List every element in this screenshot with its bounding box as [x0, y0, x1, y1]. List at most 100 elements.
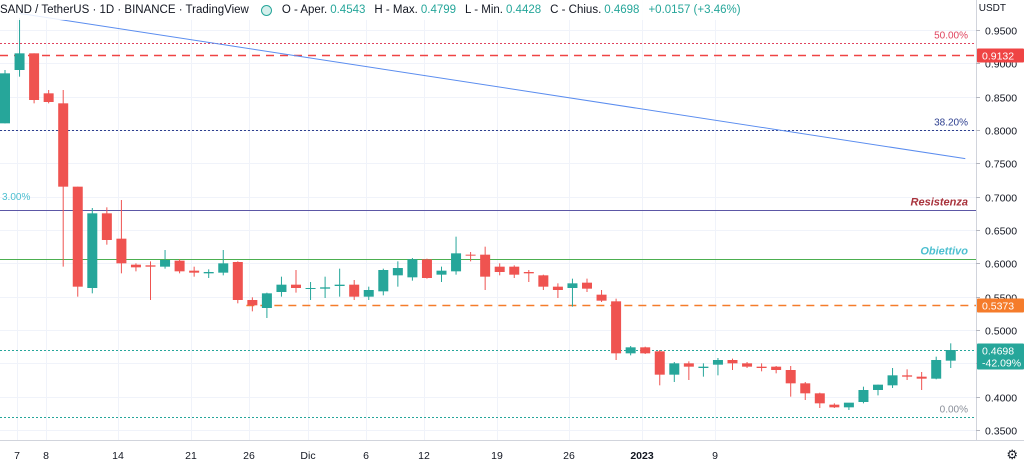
candle[interactable] — [203, 269, 214, 278]
candle[interactable] — [407, 258, 418, 281]
settings-gear-icon[interactable]: ⚙ — [1006, 447, 1018, 462]
candle-body — [931, 360, 942, 379]
candle[interactable] — [480, 246, 491, 290]
candle[interactable] — [727, 358, 738, 370]
candle[interactable] — [378, 268, 389, 296]
time-axis[interactable]: 7 8 14 21 26 Dic 6 12 19 26 2023 9 — [0, 440, 1024, 463]
candle[interactable] — [654, 350, 665, 386]
candle-body — [101, 213, 112, 240]
candle[interactable] — [887, 368, 898, 388]
candle[interactable] — [392, 261, 403, 287]
candle[interactable] — [58, 90, 69, 267]
candle[interactable] — [669, 362, 680, 382]
candle[interactable] — [247, 297, 258, 312]
price-badge — [977, 298, 1024, 313]
candle[interactable] — [931, 356, 942, 380]
candle[interactable] — [189, 266, 200, 277]
candle[interactable] — [465, 252, 476, 262]
close-value: 0.4698 — [604, 4, 640, 16]
candle-body — [0, 73, 10, 124]
candle[interactable] — [494, 263, 505, 276]
candle-body — [640, 347, 651, 354]
candle-body — [87, 213, 98, 288]
candle-body — [902, 375, 913, 377]
price-tick-label: 0.9500 — [985, 26, 1017, 38]
candle[interactable] — [174, 259, 185, 274]
candle[interactable] — [873, 384, 883, 396]
fib-left-label: 3.00% — [2, 192, 30, 203]
candle[interactable] — [785, 366, 796, 397]
candle-body — [189, 270, 200, 273]
candle[interactable] — [72, 186, 83, 297]
time-tick-label: 7 — [14, 450, 20, 462]
price-axis[interactable]: 0.95000.90000.85000.80000.75000.70000.65… — [976, 0, 1017, 440]
candle-body — [611, 301, 622, 354]
candle[interactable] — [916, 372, 927, 390]
candle-body — [392, 268, 403, 276]
open-value: 0.4543 — [330, 4, 366, 16]
price-tick-label: 0.3500 — [985, 426, 1017, 438]
high-value: 0.4799 — [420, 4, 457, 16]
candle[interactable] — [712, 358, 723, 376]
candle[interactable] — [436, 266, 447, 282]
candle[interactable] — [145, 261, 156, 300]
candle[interactable] — [902, 369, 913, 380]
candle[interactable] — [218, 250, 229, 276]
price-badge — [977, 343, 1024, 370]
candle[interactable] — [538, 274, 549, 290]
candle[interactable] — [87, 208, 98, 294]
candle[interactable] — [509, 265, 520, 278]
candle[interactable] — [829, 403, 840, 408]
candle[interactable] — [523, 270, 534, 282]
candle[interactable] — [43, 90, 54, 104]
candle[interactable] — [742, 362, 753, 368]
candle[interactable] — [363, 286, 374, 300]
symbol-title[interactable]: SAND / TetherUS · 1D · BINANCE · Trading… — [0, 4, 249, 16]
candle[interactable] — [552, 283, 563, 298]
candle[interactable] — [771, 366, 782, 374]
trendline[interactable] — [19, 12, 966, 160]
candle-body — [887, 375, 898, 386]
candle[interactable] — [276, 276, 287, 297]
candle[interactable] — [232, 261, 243, 304]
candle[interactable] — [261, 292, 272, 318]
candle[interactable] — [814, 392, 825, 408]
candle[interactable] — [14, 18, 25, 77]
candle[interactable] — [451, 236, 462, 275]
candle[interactable] — [334, 268, 345, 297]
candle[interactable] — [320, 276, 331, 298]
candle[interactable] — [800, 382, 811, 400]
candle[interactable] — [611, 298, 622, 360]
trendline-segment[interactable] — [19, 12, 966, 160]
change-value: +0.0157 (+3.46%) — [648, 4, 741, 16]
candle[interactable] — [640, 346, 651, 354]
candles[interactable] — [0, 18, 956, 410]
low-value: 0.4428 — [505, 4, 542, 16]
candle[interactable] — [349, 280, 360, 300]
candle[interactable] — [683, 361, 694, 380]
candle[interactable] — [116, 200, 127, 274]
candle[interactable] — [101, 207, 112, 245]
candle[interactable] — [421, 258, 432, 279]
candle[interactable] — [567, 278, 578, 307]
candle[interactable] — [858, 386, 869, 404]
candle[interactable] — [843, 402, 854, 410]
candle[interactable] — [945, 343, 956, 368]
candle[interactable] — [625, 346, 636, 356]
candle[interactable] — [160, 250, 171, 269]
candle[interactable] — [130, 263, 141, 272]
candle[interactable] — [305, 282, 316, 300]
grid-lines — [0, 0, 976, 440]
candle[interactable] — [582, 278, 592, 292]
candle[interactable] — [29, 53, 40, 104]
candle[interactable] — [291, 270, 301, 293]
candle[interactable] — [698, 363, 709, 377]
candle[interactable] — [596, 290, 607, 302]
candle-body — [480, 254, 491, 277]
level-label: 0.00% — [940, 405, 968, 416]
candle-body — [247, 300, 258, 306]
time-tick-label: 6 — [363, 450, 369, 462]
candle[interactable] — [756, 363, 767, 372]
candle[interactable] — [0, 70, 10, 124]
